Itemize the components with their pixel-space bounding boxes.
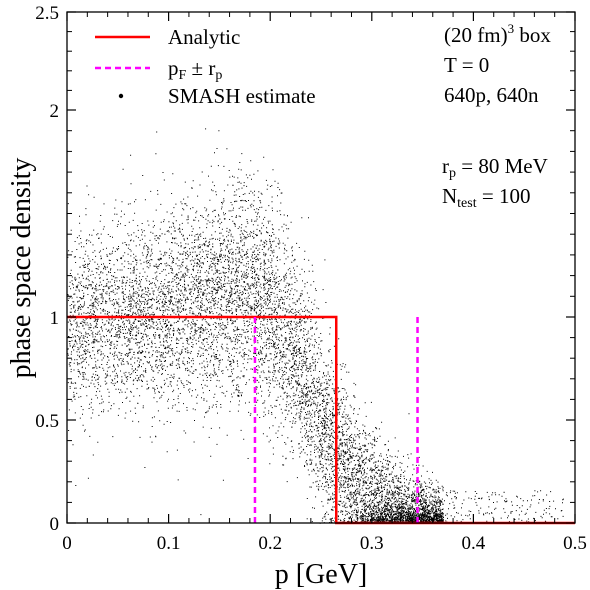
annotation-ntest-sub: test <box>457 196 477 211</box>
annotation-box-main: (20 fm) <box>444 23 508 47</box>
smash-scatter <box>67 128 564 524</box>
annotation-rp-main: r <box>442 154 449 178</box>
legend: Analytic pF ± rp SMASH estimate <box>95 25 316 108</box>
annotation-particles: 640p, 640n <box>444 83 539 107</box>
y-tick-label: 1 <box>50 308 60 329</box>
annotation-temperature: T = 0 <box>444 53 489 77</box>
annotation-box: (20 fm)3 box <box>444 21 551 47</box>
y-tick-label: 2 <box>50 101 60 122</box>
x-tick-label: 0.5 <box>563 533 587 554</box>
legend-smash-swatch <box>118 93 124 99</box>
legend-pf-p: p <box>168 56 179 80</box>
x-tick-label: 0.3 <box>360 533 384 554</box>
annotation-rp-tail: = 80 MeV <box>456 154 548 178</box>
smash-scatter-points <box>67 128 564 524</box>
annotation-ntest-main: N <box>442 184 457 208</box>
x-tick-label: 0 <box>62 533 72 554</box>
annotation-rp: rp = 80 MeV <box>442 154 548 181</box>
x-tick-label: 0.4 <box>462 533 486 554</box>
annotation-ntest-tail: = 100 <box>477 184 531 208</box>
y-ticks: 0 0.5 1 2 2.5 <box>35 3 575 535</box>
annotation-box-sup: 3 <box>508 21 515 36</box>
y-axis-label: phase space density <box>6 158 37 379</box>
x-tick-label: 0.1 <box>157 533 181 554</box>
legend-pf-p2: p <box>215 68 222 83</box>
annotation-ntest: Ntest = 100 <box>442 184 530 211</box>
legend-pf-label: pF ± rp <box>168 56 222 83</box>
legend-pf-mid: ± r <box>186 56 215 80</box>
plot-frame <box>66 11 576 524</box>
y-tick-label: 0.5 <box>35 411 59 432</box>
legend-analytic-label: Analytic <box>168 25 240 49</box>
legend-pf-f: F <box>179 68 187 83</box>
legend-smash-label: SMASH estimate <box>168 84 316 108</box>
x-tick-label: 0.2 <box>258 533 282 554</box>
annotation-box-tail: box <box>514 23 551 47</box>
annotation-rp-sub: p <box>449 166 456 181</box>
y-tick-label: 2.5 <box>35 3 59 24</box>
annotations: (20 fm)3 box T = 0 640p, 640n rp = 80 Me… <box>442 21 551 211</box>
pf-lines <box>253 317 419 523</box>
x-ticks: 0 0.1 0.2 0.3 0.4 0.5 <box>62 12 587 554</box>
y-tick-label: 0 <box>50 514 60 535</box>
x-axis-label: p [GeV] <box>275 559 368 590</box>
